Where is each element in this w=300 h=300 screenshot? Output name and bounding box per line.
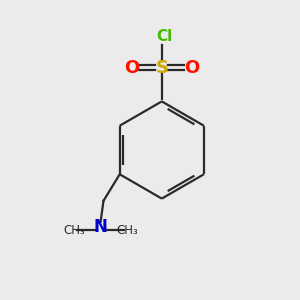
Text: Cl: Cl	[157, 29, 173, 44]
Text: CH₃: CH₃	[63, 224, 85, 237]
Text: S: S	[155, 58, 168, 76]
Text: N: N	[94, 218, 107, 236]
Text: CH₃: CH₃	[116, 224, 138, 237]
Text: O: O	[124, 58, 139, 76]
Text: O: O	[184, 58, 200, 76]
